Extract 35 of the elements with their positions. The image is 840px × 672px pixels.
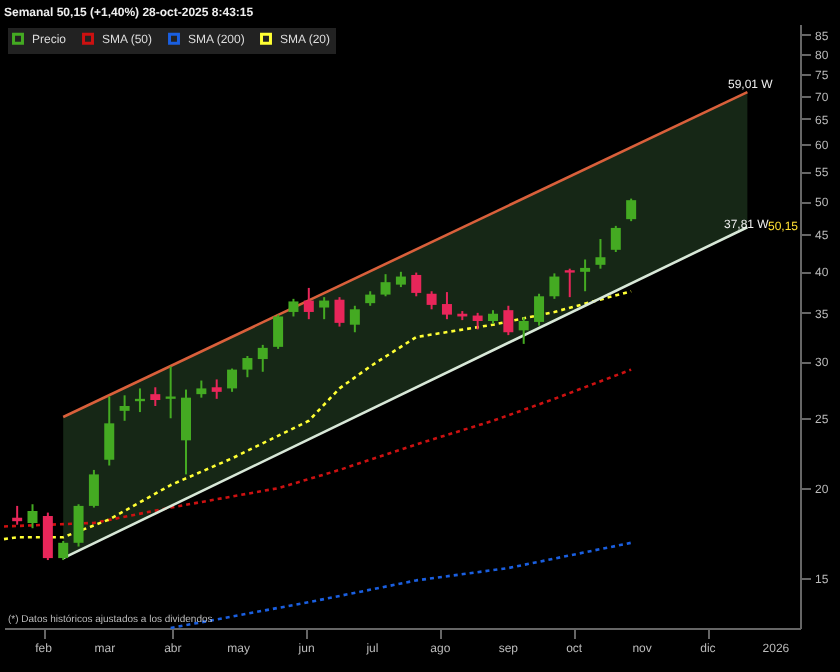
candlestick bbox=[549, 272, 560, 300]
candlestick bbox=[150, 386, 161, 407]
candlestick bbox=[211, 378, 222, 400]
candlestick bbox=[503, 304, 514, 337]
candlestick bbox=[303, 286, 314, 321]
candlestick bbox=[42, 511, 53, 562]
candlestick bbox=[380, 273, 391, 298]
candlestick bbox=[349, 304, 360, 334]
candlestick bbox=[227, 367, 238, 393]
candlestick bbox=[626, 197, 637, 223]
line-series bbox=[169, 541, 633, 630]
candlestick bbox=[564, 267, 575, 299]
candlestick bbox=[27, 503, 38, 530]
candlestick bbox=[104, 395, 115, 467]
candlestick bbox=[165, 365, 176, 420]
candlestick bbox=[580, 258, 591, 293]
candlestick bbox=[610, 224, 621, 254]
candlestick bbox=[319, 296, 330, 321]
candlestick bbox=[334, 296, 345, 328]
line-series bbox=[2, 368, 633, 528]
candlestick bbox=[518, 316, 529, 345]
candlestick bbox=[119, 394, 130, 422]
candlestick bbox=[257, 343, 268, 373]
candlestick bbox=[181, 388, 192, 476]
candlestick bbox=[411, 271, 422, 298]
candlestick bbox=[595, 238, 606, 270]
candlestick bbox=[273, 313, 284, 350]
candlestick bbox=[426, 290, 437, 311]
candlestick bbox=[242, 354, 253, 379]
candlestick bbox=[441, 291, 452, 321]
candlestick bbox=[58, 539, 69, 562]
candlestick bbox=[88, 468, 99, 509]
line-series bbox=[2, 289, 633, 541]
candlestick bbox=[534, 292, 545, 327]
candlestick bbox=[73, 503, 84, 548]
